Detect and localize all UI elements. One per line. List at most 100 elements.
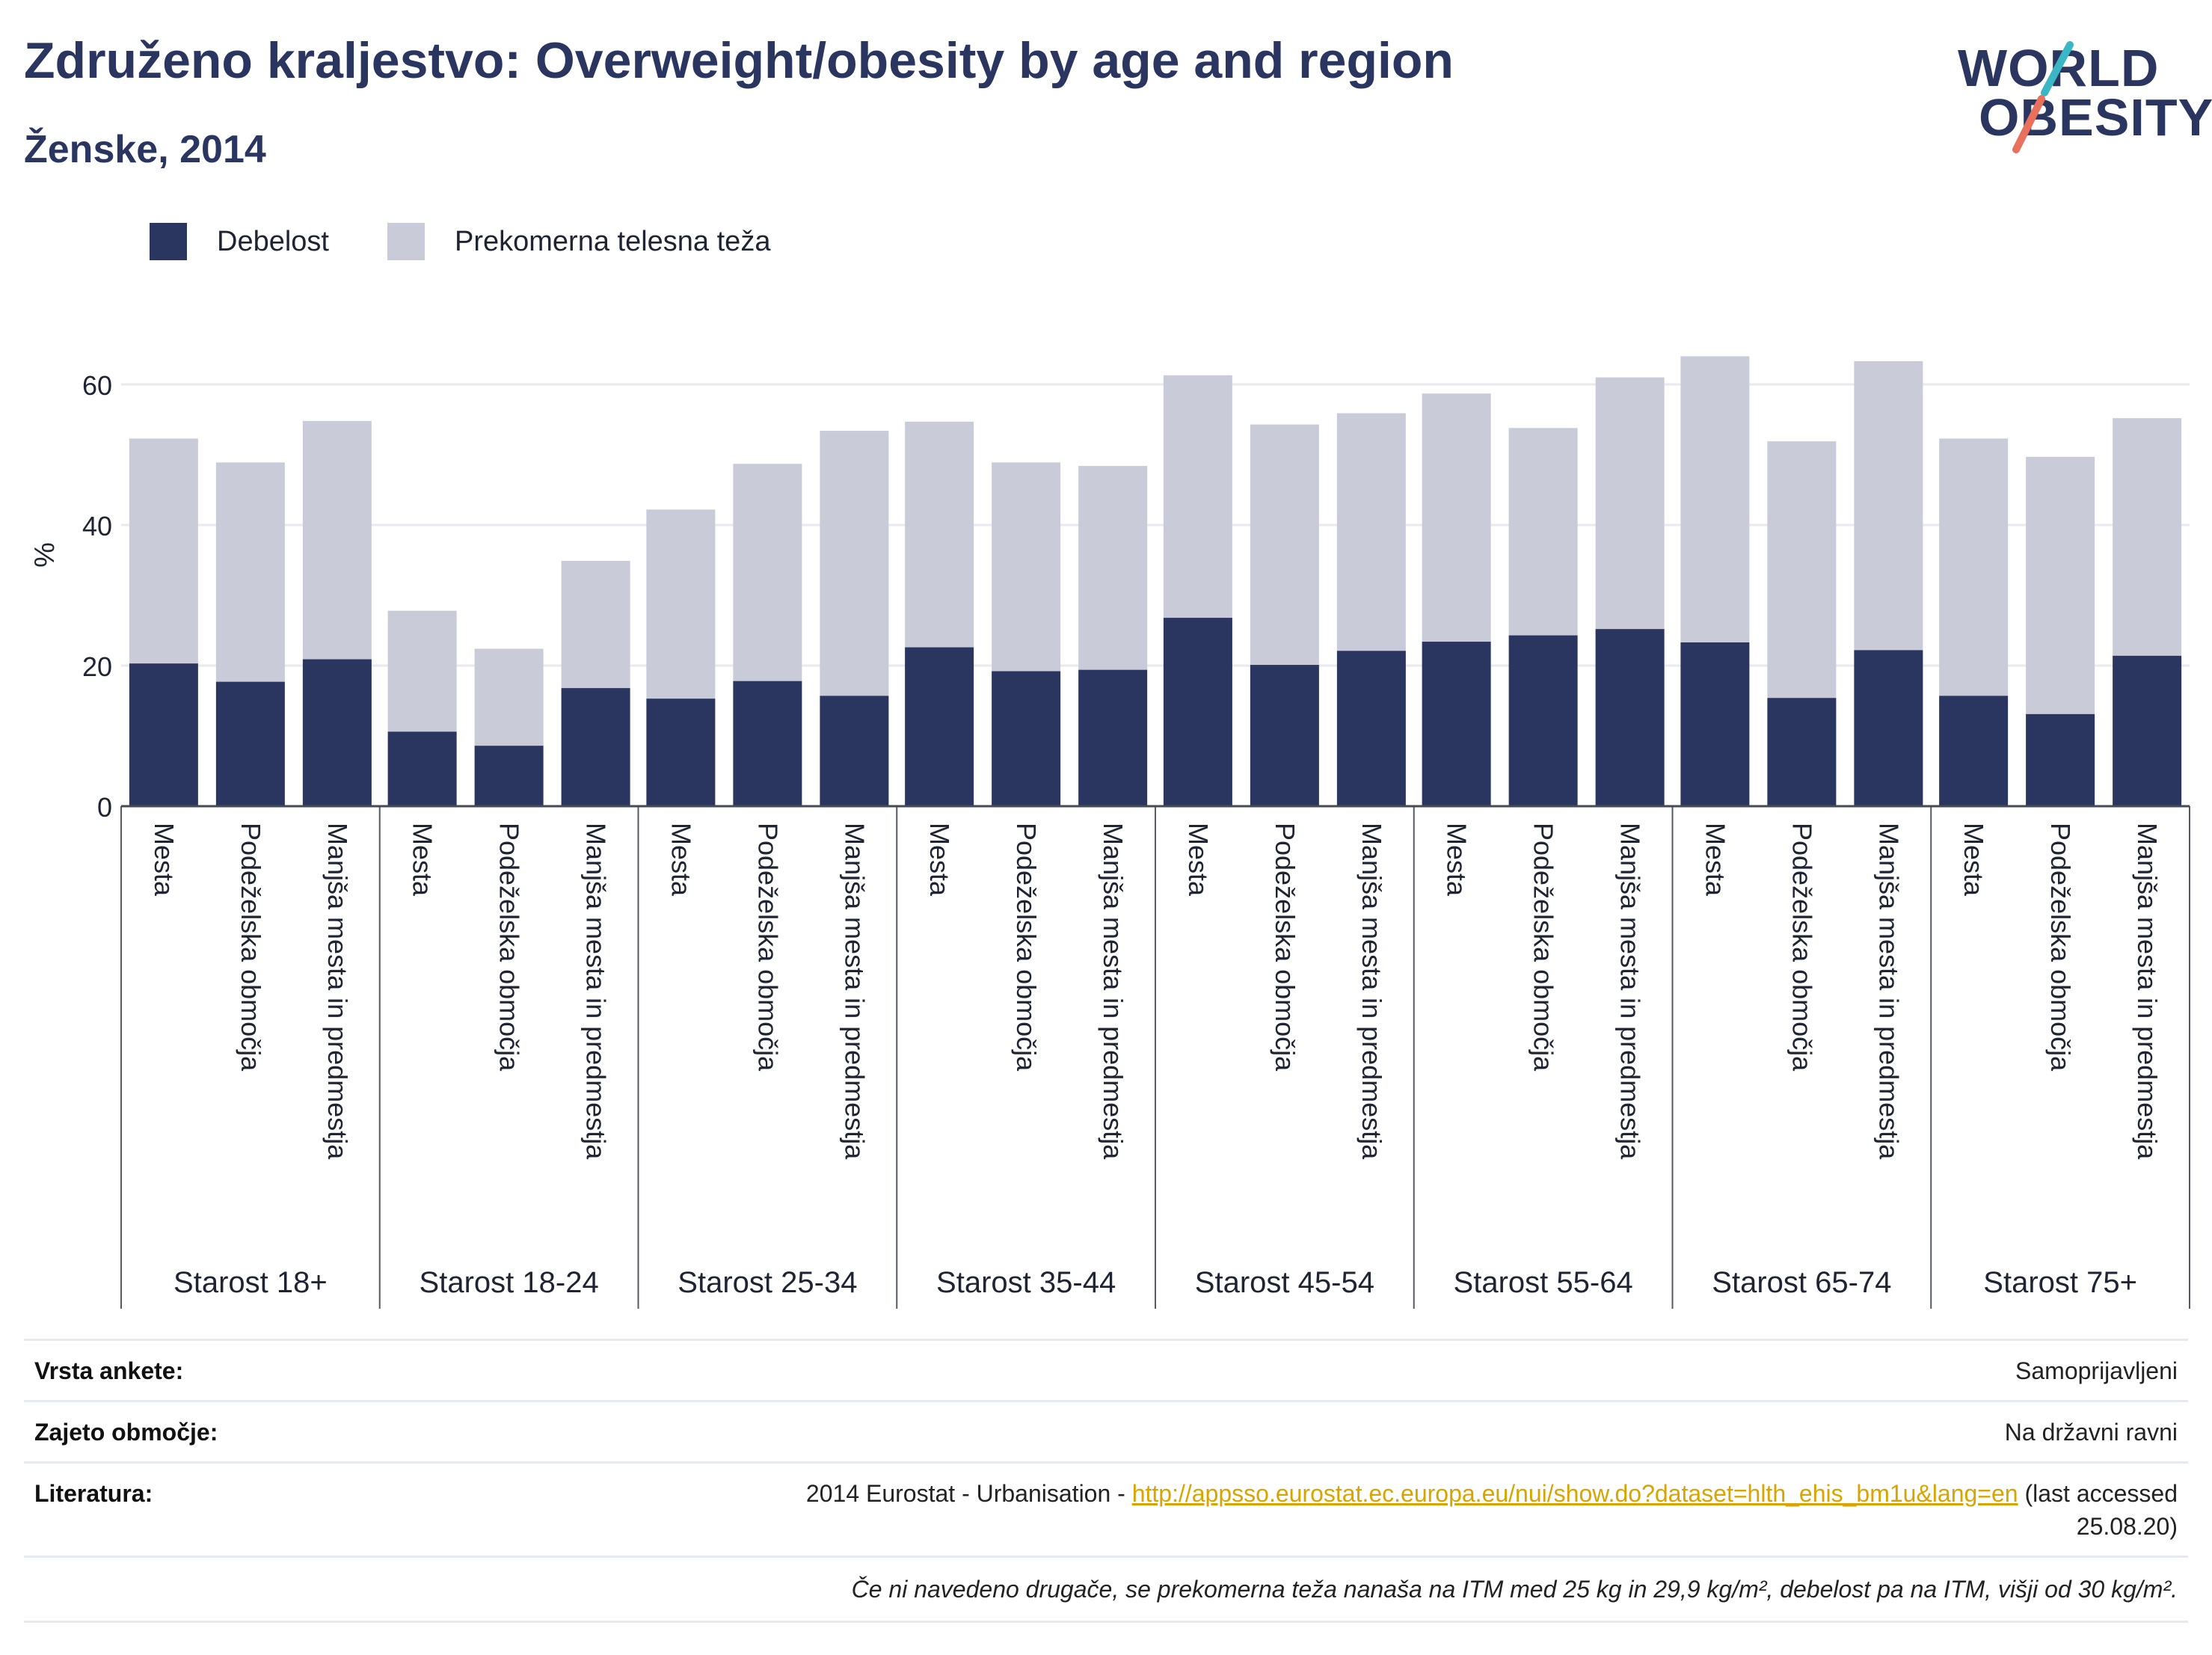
meta-row-references: Literatura: 2014 Eurostat - Urbanisation… — [24, 1461, 2188, 1558]
meta-key-survey-type: Vrsta ankete: — [34, 1357, 184, 1384]
bar-overweight — [474, 648, 544, 746]
bar-overweight — [561, 560, 630, 689]
bar-overweight — [302, 420, 372, 660]
x-tick-label: Mesta — [666, 823, 696, 897]
x-tick-label: Manjša mesta in predmestja — [1098, 823, 1128, 1160]
bar-obesity — [1163, 618, 1232, 806]
group-label: Starost 65-74 — [1712, 1266, 1891, 1299]
bar-overweight — [129, 438, 198, 664]
legend-swatch-overweight — [387, 223, 425, 260]
group-label: Starost 55-64 — [1454, 1266, 1633, 1299]
bar-obesity — [1336, 651, 1406, 806]
logo-slash-icon — [2012, 41, 2074, 153]
x-tick-label: Podeželska območja — [1529, 823, 1559, 1072]
x-tick-label: Podeželska območja — [494, 823, 525, 1072]
meta-row-survey-type: Vrsta ankete: Samoprijavljeni — [24, 1339, 2188, 1402]
x-tick-label: Manjša mesta in predmestja — [322, 823, 353, 1160]
meta-value-references: 2014 Eurostat - Urbanisation - http://ap… — [806, 1480, 2178, 1508]
bar-overweight — [1163, 375, 1232, 618]
reference-suffix: (last accessed — [2018, 1480, 2178, 1507]
bar-obesity — [387, 731, 457, 806]
bar-overweight — [905, 421, 974, 648]
x-tick-label: Mesta — [1958, 823, 1989, 897]
group-label: Starost 18+ — [173, 1266, 328, 1299]
group-label: Starost 18-24 — [420, 1266, 599, 1299]
bar-obesity — [129, 663, 198, 806]
bar-obesity — [820, 696, 889, 806]
chart-title: Združeno kraljestvo: Overweight/obesity … — [24, 32, 1454, 89]
x-tick-label: Podeželska območja — [1787, 823, 1817, 1072]
meta-value-coverage: Na državni ravni — [2004, 1419, 2178, 1446]
bar-obesity — [992, 671, 1061, 806]
bar-obesity — [1250, 665, 1319, 806]
x-tick-label: Mesta — [1442, 823, 1472, 897]
bar-obesity — [561, 688, 630, 806]
meta-key-coverage: Zajeto območje: — [34, 1419, 218, 1446]
group-label: Starost 35-44 — [936, 1266, 1116, 1299]
bar-overweight — [1508, 428, 1578, 636]
x-tick-label: Manjša mesta in predmestja — [1615, 823, 1646, 1160]
x-tick-label: Manjša mesta in predmestja — [2132, 823, 2163, 1160]
bar-obesity — [2026, 713, 2095, 806]
y-axis-label: % — [29, 542, 61, 568]
x-tick-label: Mesta — [1700, 823, 1730, 897]
reference-link[interactable]: http://appsso.eurostat.ec.europa.eu/nui/… — [1131, 1480, 2018, 1507]
x-tick-label: Manjša mesta in predmestja — [1873, 823, 1904, 1160]
x-tick-label: Mesta — [924, 823, 955, 897]
bar-overweight — [1078, 466, 1148, 670]
meta-row-coverage: Zajeto območje: Na državni ravni — [24, 1400, 2188, 1464]
bar-overweight — [1336, 413, 1406, 651]
x-tick-label: Manjša mesta in predmestja — [839, 823, 870, 1160]
x-tick-label: Manjša mesta in predmestja — [581, 823, 612, 1160]
x-tick-label: Mesta — [149, 823, 179, 897]
bar-obesity — [2113, 655, 2182, 806]
x-tick-label: Podeželska območja — [752, 823, 783, 1072]
bar-overweight — [733, 464, 802, 681]
bar-obesity — [646, 698, 716, 806]
bar-overweight — [992, 462, 1061, 672]
meta-key-references: Literatura: — [34, 1480, 153, 1507]
bar-obesity — [1680, 642, 1750, 806]
bar-obesity — [733, 681, 802, 806]
meta-value-survey-type: Samoprijavljeni — [2015, 1357, 2178, 1384]
y-tick-label: 60 — [82, 370, 112, 401]
reference-prefix: 2014 Eurostat - Urbanisation - — [805, 1480, 1132, 1507]
y-tick-label: 40 — [82, 511, 112, 541]
bar-obesity — [1854, 650, 1923, 806]
bar-obesity — [905, 647, 974, 806]
meta-row-note: Če ni navedeno drugače, se prekomerna te… — [24, 1556, 2188, 1623]
group-label: Starost 25-34 — [678, 1266, 857, 1299]
x-tick-label: Podeželska območja — [236, 823, 266, 1072]
legend-label-obesity: Debelost — [217, 226, 329, 257]
chart-subtitle: Ženske, 2014 — [24, 128, 266, 171]
bar-overweight — [1595, 377, 1665, 630]
x-tick-label: Mesta — [408, 823, 438, 897]
bar-obesity — [1078, 669, 1148, 806]
bar-overweight — [820, 431, 889, 696]
bar-overweight — [215, 462, 285, 682]
bar-overweight — [1939, 438, 2009, 696]
x-tick-label: Podeželska območja — [1270, 823, 1300, 1072]
bar-obesity — [1939, 696, 2009, 806]
bar-obesity — [1595, 629, 1665, 806]
bar-overweight — [2026, 456, 2095, 714]
reference-suffix-date: 25.08.20) — [2076, 1513, 2178, 1540]
bar-overweight — [1250, 424, 1319, 666]
logo-text-obesity: OBESITY — [1979, 88, 2212, 147]
bar-overweight — [2113, 418, 2182, 656]
group-label: Starost 45-54 — [1195, 1266, 1374, 1299]
bar-obesity — [302, 659, 372, 806]
bar-overweight — [1854, 360, 1923, 651]
legend-swatch-obesity — [150, 223, 187, 260]
x-tick-label: Manjša mesta in predmestja — [1357, 823, 1387, 1160]
bar-obesity — [1422, 642, 1491, 806]
bar-overweight — [387, 610, 457, 732]
bar-overweight — [1680, 356, 1750, 642]
world-obesity-logo: WORLD OBESITY — [1952, 39, 2212, 159]
bar-overweight — [646, 509, 716, 699]
x-tick-label: Podeželska območja — [1011, 823, 1042, 1072]
legend-label-overweight: Prekomerna telesna teža — [455, 226, 771, 257]
bar-obesity — [215, 681, 285, 806]
bar-obesity — [1508, 635, 1578, 806]
stacked-bar-chart: 0 20 40 60% Mesta Podeželska območja Manjša me… — [29, 356, 2190, 1309]
